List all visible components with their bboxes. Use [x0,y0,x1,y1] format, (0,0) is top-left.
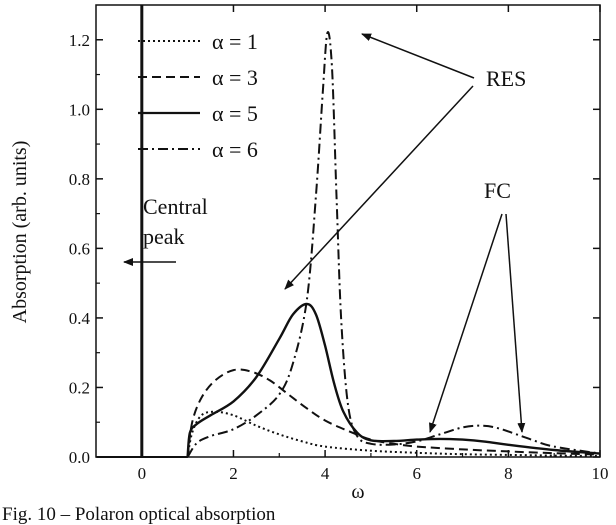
y-tick-label: 0.8 [69,170,90,189]
x-tick-label: 6 [412,464,421,483]
series-line-alpha-5 [186,302,601,458]
x-tick-label: 10 [592,464,609,483]
annotation-central-peak: Central peak [123,194,208,266]
y-tick-label: 1.0 [69,100,90,119]
fc-arrow-right [505,213,526,433]
y-tick-label: 0.6 [69,239,90,258]
legend-label-alpha-3: α = 3 [212,65,258,90]
central-peak-label-line2: peak [143,224,185,249]
legend: α = 1 α = 3 α = 5 α = 6 [138,29,258,162]
legend-label-alpha-1: α = 1 [212,29,258,54]
central-peak-label-line1: Central [143,194,208,219]
series-line-alpha-6 [186,31,601,458]
fc-arrow-left [429,213,503,433]
plot-frame [95,4,601,458]
x-tick-label: 2 [229,464,238,483]
legend-label-alpha-6: α = 6 [212,137,258,162]
y-tick-label: 0.0 [69,448,90,467]
res-label: RES [486,66,526,91]
y-tick-label: 0.4 [69,309,91,328]
y-axis-label: Absorption (arb. units) [9,141,31,324]
x-axis-label: ω [351,481,364,503]
y-ticks: 0.0 0.2 0.4 0.6 0.8 1.0 1.2 [69,31,600,467]
series-line-alpha-3 [186,368,601,458]
x-tick-label: 0 [138,464,147,483]
res-arrow-to-alpha6-peak [361,33,475,79]
x-tick-label: 4 [321,464,330,483]
x-ticks: 0 2 4 6 8 10 [138,5,609,483]
x-tick-label: 8 [504,464,513,483]
y-tick-label: 1.2 [69,31,90,50]
series-line-alpha-1 [186,410,601,458]
annotation-fc: FC [429,178,526,433]
figure-caption: Fig. 10 – Polaron optical absorption [2,504,276,525]
y-tick-label: 0.2 [69,378,90,397]
legend-label-alpha-5: α = 5 [212,101,258,126]
res-arrow-to-alpha5-peak [284,85,474,290]
annotation-res: RES [284,33,526,290]
fc-label: FC [484,178,511,203]
